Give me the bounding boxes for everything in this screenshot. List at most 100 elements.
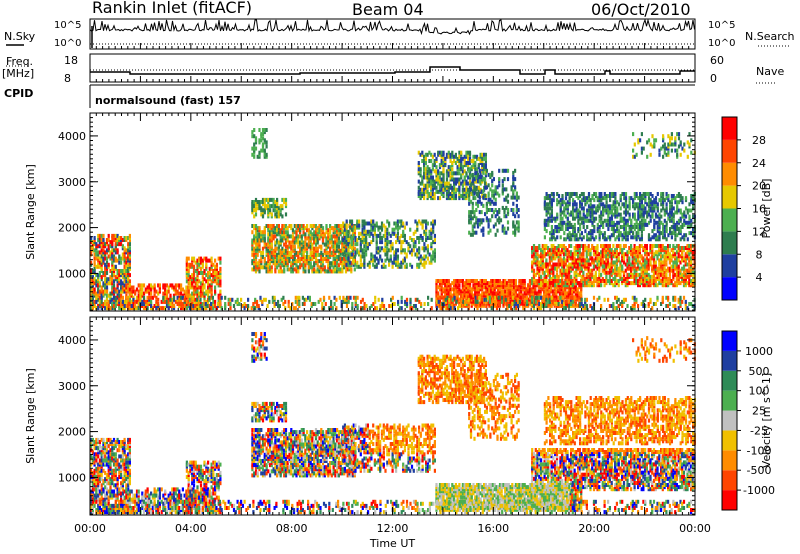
power-panel-cell	[444, 289, 447, 294]
power-panel-cell	[458, 183, 461, 188]
power-panel-cell	[191, 279, 194, 284]
nave-trace	[90, 66, 695, 75]
power-panel-cell	[564, 289, 567, 294]
power-panel-cell	[100, 248, 103, 253]
power-panel-cell	[510, 208, 513, 212]
power-panel-cell	[463, 189, 466, 194]
power-panel-cell	[128, 266, 131, 271]
power-panel-cell	[368, 242, 371, 247]
power-panel-cell	[561, 258, 564, 263]
power-panel-cell	[325, 250, 328, 255]
power-panel-cell	[260, 238, 263, 243]
power-panel-cell	[619, 260, 622, 265]
power-panel-cell	[478, 168, 481, 173]
power-panel-cell	[95, 250, 98, 255]
power-panel-cell	[309, 224, 312, 228]
power-panel-cell	[626, 262, 629, 267]
power-panel-cell	[194, 277, 197, 282]
power-panel-cell	[548, 260, 551, 265]
power-panel-cell	[514, 185, 517, 190]
power-panel-cell	[313, 255, 316, 259]
power-panel-cell	[269, 226, 272, 231]
power-panel-cell	[127, 244, 130, 249]
power-panel-cell	[511, 281, 514, 286]
power-panel-cell	[114, 264, 117, 269]
power-panel-cell	[402, 260, 405, 265]
power-panel-cell	[440, 171, 443, 176]
power-panel-cell	[512, 175, 515, 179]
power-panel-cell	[329, 261, 332, 266]
power-panel-cell	[633, 274, 636, 279]
power-panel-cell	[561, 250, 564, 255]
power-panel-cell	[456, 156, 459, 161]
power-panel-cell	[433, 169, 436, 174]
power-panel-cell	[584, 258, 587, 263]
power-panel-cell	[409, 250, 412, 255]
power-panel-cell	[545, 229, 548, 234]
power-panel-cell	[100, 260, 103, 265]
power-panel-cell	[112, 264, 116, 269]
power-panel-cell	[540, 281, 543, 286]
power-panel-cell	[652, 256, 656, 261]
power-panel-cell	[208, 289, 211, 294]
power-panel-cell	[284, 204, 288, 209]
power-panel-cell	[109, 252, 112, 257]
power-panel-cell	[337, 240, 340, 245]
power-panel-cell	[284, 261, 288, 266]
power-panel-cell	[612, 270, 615, 275]
power-panel-cell	[327, 250, 330, 255]
power-panel-cell	[127, 302, 130, 306]
power-panel-cell	[98, 244, 101, 249]
power-panel-cell	[461, 289, 464, 294]
power-panel-cell	[162, 285, 165, 290]
power-panel-cell	[483, 285, 486, 290]
power-panel-cell	[270, 234, 273, 239]
power-panel-cell	[325, 269, 328, 274]
power-panel-cell	[615, 252, 618, 257]
power-panel-cell	[637, 272, 640, 277]
power-panel-cell	[291, 228, 295, 233]
power-panel-cell	[447, 289, 450, 294]
power-panel-cell	[617, 244, 620, 248]
power-panel-cell	[577, 250, 580, 255]
power-panel-cell	[614, 270, 617, 275]
power-panel-cell	[562, 289, 565, 294]
power-panel-cell	[603, 279, 606, 283]
power-panel-cell	[668, 256, 671, 261]
power-panel-cell	[445, 299, 449, 304]
power-panel-cell	[577, 256, 580, 261]
power-panel-cell	[589, 277, 592, 281]
power-panel-cell	[640, 254, 643, 259]
power-panel-cell	[417, 167, 420, 172]
power-panel-cell	[491, 283, 494, 288]
power-panel-cell	[176, 302, 179, 306]
power-panel-cell	[265, 128, 268, 132]
power-panel-cell	[481, 283, 484, 288]
power-panel-cell	[210, 287, 213, 292]
power-panel-cell	[311, 257, 314, 261]
power-panel-cell	[451, 185, 454, 190]
power-panel-cell	[476, 224, 480, 229]
power-panel-cell	[652, 254, 656, 259]
power-panel-cell	[454, 152, 457, 157]
power-panel-cell	[109, 244, 112, 249]
power-panel-cell	[449, 159, 452, 163]
power-panel-cell	[125, 289, 128, 294]
power-panel-cell	[105, 238, 109, 242]
power-panel-cell	[433, 233, 436, 238]
power-panel-cell	[559, 268, 562, 273]
power-panel-cell	[480, 201, 483, 206]
power-panel-cell	[196, 285, 199, 290]
power-panel-cell	[467, 287, 470, 292]
power-panel-cell	[600, 279, 603, 283]
power-panel-cell	[633, 260, 636, 265]
power-panel-cell	[290, 250, 293, 255]
power-panel-cell	[214, 264, 217, 269]
power-panel-cell	[180, 287, 183, 292]
power-panel-cell	[419, 233, 422, 238]
power-panel-cell	[345, 262, 348, 267]
power-panel-cell	[461, 165, 464, 170]
power-panel-cell	[276, 252, 279, 257]
power-panel-cell	[498, 287, 502, 292]
power-panel-cell	[437, 175, 440, 180]
